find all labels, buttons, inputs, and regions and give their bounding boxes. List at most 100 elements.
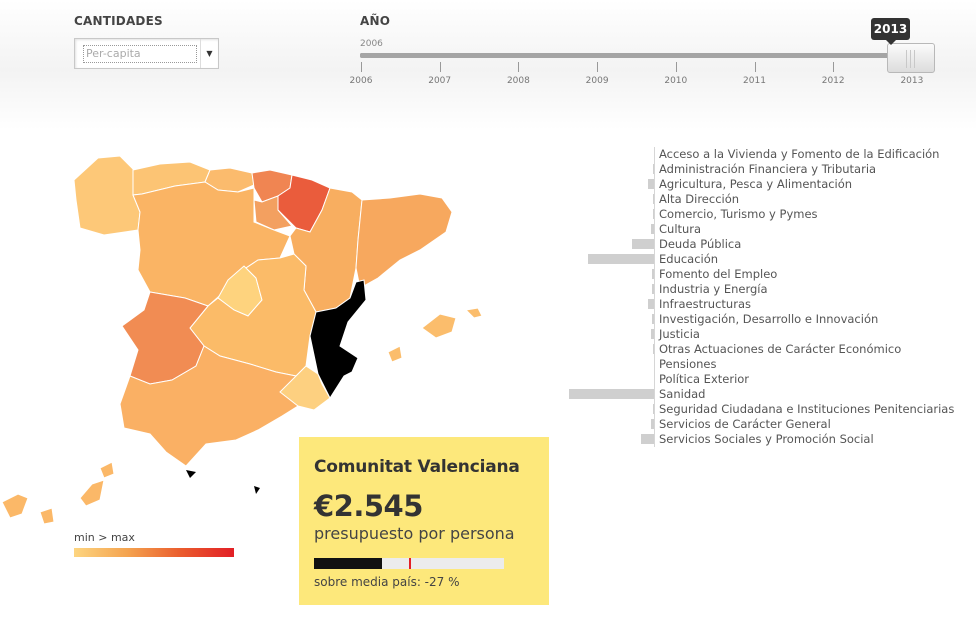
- year-slider-fill: [360, 53, 900, 58]
- category-bar: [648, 179, 654, 189]
- category-label: Servicios Sociales y Promoción Social: [659, 432, 874, 446]
- category-separator: [654, 432, 655, 447]
- category-row[interactable]: Sanidad: [560, 387, 970, 402]
- grip-line: [906, 50, 907, 68]
- category-bar: [653, 344, 654, 354]
- category-row[interactable]: Infraestructuras: [560, 297, 970, 312]
- category-separator: [654, 312, 655, 327]
- category-label: Infraestructuras: [659, 297, 751, 311]
- chevron-down-icon[interactable]: ▼: [200, 39, 218, 68]
- category-bar: [650, 329, 654, 339]
- category-bar: [650, 224, 654, 234]
- region-galicia[interactable]: [73, 155, 141, 236]
- year-tick-label[interactable]: 2006: [349, 76, 373, 86]
- region-name: Comunitat Valenciana: [314, 457, 520, 477]
- region-canarias[interactable]: [1, 493, 29, 519]
- category-row[interactable]: Servicios Sociales y Promoción Social: [560, 432, 970, 447]
- category-row[interactable]: Agricultura, Pesca y Alimentación: [560, 177, 970, 192]
- category-label: Investigación, Desarrollo e Innovación: [659, 312, 879, 326]
- islet: [186, 470, 196, 478]
- category-label: Sanidad: [659, 387, 706, 401]
- category-label: Alta Dirección: [659, 192, 740, 206]
- category-separator: [654, 177, 655, 192]
- category-row[interactable]: Servicios de Carácter General: [560, 417, 970, 432]
- spain-map: [1, 155, 483, 525]
- category-bar: [652, 314, 654, 324]
- category-separator: [654, 342, 655, 357]
- year-tick: [597, 62, 599, 72]
- anio-label: AÑO: [360, 14, 391, 28]
- category-row[interactable]: Industria y Energía: [560, 282, 970, 297]
- category-separator: [654, 387, 655, 402]
- region-baleares[interactable]: [387, 345, 403, 363]
- category-bar: [652, 269, 654, 279]
- category-row[interactable]: Justicia: [560, 327, 970, 342]
- category-row[interactable]: Comercio, Turismo y Pymes: [560, 207, 970, 222]
- category-bar: [653, 164, 654, 174]
- year-tick-label[interactable]: 2009: [585, 76, 609, 86]
- budget-amount: €2.545: [314, 489, 423, 523]
- category-separator: [654, 297, 655, 312]
- year-tick-label[interactable]: 2007: [428, 76, 452, 86]
- year-slider-track[interactable]: [360, 53, 935, 58]
- year-tick-label[interactable]: 2012: [821, 76, 845, 86]
- category-row[interactable]: Pensiones: [560, 357, 970, 372]
- region-canarias[interactable]: [99, 461, 115, 479]
- region-baleares[interactable]: [464, 307, 483, 319]
- category-bar: [648, 299, 654, 309]
- year-tick: [833, 62, 835, 72]
- year-tick-label[interactable]: 2010: [664, 76, 688, 86]
- grip-line: [910, 50, 911, 68]
- year-tick-label[interactable]: 2013: [900, 76, 924, 86]
- comparison-bar: [314, 558, 504, 569]
- category-separator: [654, 357, 655, 372]
- year-tick: [361, 62, 362, 72]
- category-label: Fomento del Empleo: [659, 267, 778, 281]
- category-label: Administración Financiera y Tributaria: [659, 162, 877, 176]
- category-separator: [654, 237, 655, 252]
- region-la-rioja[interactable]: [253, 195, 293, 231]
- category-row[interactable]: Acceso a la Vivienda y Fomento de la Edi…: [560, 147, 970, 162]
- year-tick: [518, 62, 520, 72]
- year-tick-label[interactable]: 2011: [743, 76, 766, 86]
- category-label: Deuda Pública: [659, 237, 742, 251]
- region-canarias[interactable]: [79, 479, 105, 507]
- category-row[interactable]: Política Exterior: [560, 372, 970, 387]
- grip-line: [914, 50, 915, 68]
- category-row[interactable]: Otras Actuaciones de Carácter Económico: [560, 342, 970, 357]
- category-label: Comercio, Turismo y Pymes: [659, 207, 818, 221]
- category-row[interactable]: Seguridad Ciudadana e Instituciones Peni…: [560, 402, 970, 417]
- category-separator: [654, 402, 655, 417]
- category-separator: [654, 327, 655, 342]
- category-row[interactable]: Educación: [560, 252, 970, 267]
- category-row[interactable]: Alta Dirección: [560, 192, 970, 207]
- region-cataluna[interactable]: [355, 193, 453, 289]
- cantidades-select[interactable]: Per-capita ▼: [74, 38, 219, 69]
- year-tick: [675, 62, 677, 72]
- category-bar: [569, 389, 654, 399]
- category-separator: [654, 192, 655, 207]
- category-label: Otras Actuaciones de Carácter Económico: [659, 342, 902, 356]
- category-row[interactable]: Cultura: [560, 222, 970, 237]
- national-mean-marker: [409, 558, 411, 569]
- category-separator: [654, 147, 655, 162]
- category-label: Seguridad Ciudadana e Instituciones Peni…: [659, 402, 955, 416]
- year-tick-label[interactable]: 2008: [506, 76, 530, 86]
- category-row[interactable]: Investigación, Desarrollo e Innovación: [560, 312, 970, 327]
- legend-gradient: [74, 548, 234, 557]
- category-separator: [654, 222, 655, 237]
- category-row[interactable]: Deuda Pública: [560, 237, 970, 252]
- category-row[interactable]: Fomento del Empleo: [560, 267, 970, 282]
- region-canarias[interactable]: [39, 507, 55, 525]
- category-label: Pensiones: [659, 357, 717, 371]
- year-slider-handle[interactable]: [887, 43, 935, 73]
- category-label: Cultura: [659, 222, 702, 236]
- region-info-card: Comunitat Valenciana €2.545 presupuesto …: [299, 437, 549, 605]
- category-separator: [654, 417, 655, 432]
- category-row[interactable]: Administración Financiera y Tributaria: [560, 162, 970, 177]
- region-baleares[interactable]: [421, 313, 457, 339]
- category-label: Agricultura, Pesca y Alimentación: [659, 177, 853, 191]
- category-separator: [654, 372, 655, 387]
- category-separator: [654, 267, 655, 282]
- region-comunitat-valenciana[interactable]: [309, 279, 367, 400]
